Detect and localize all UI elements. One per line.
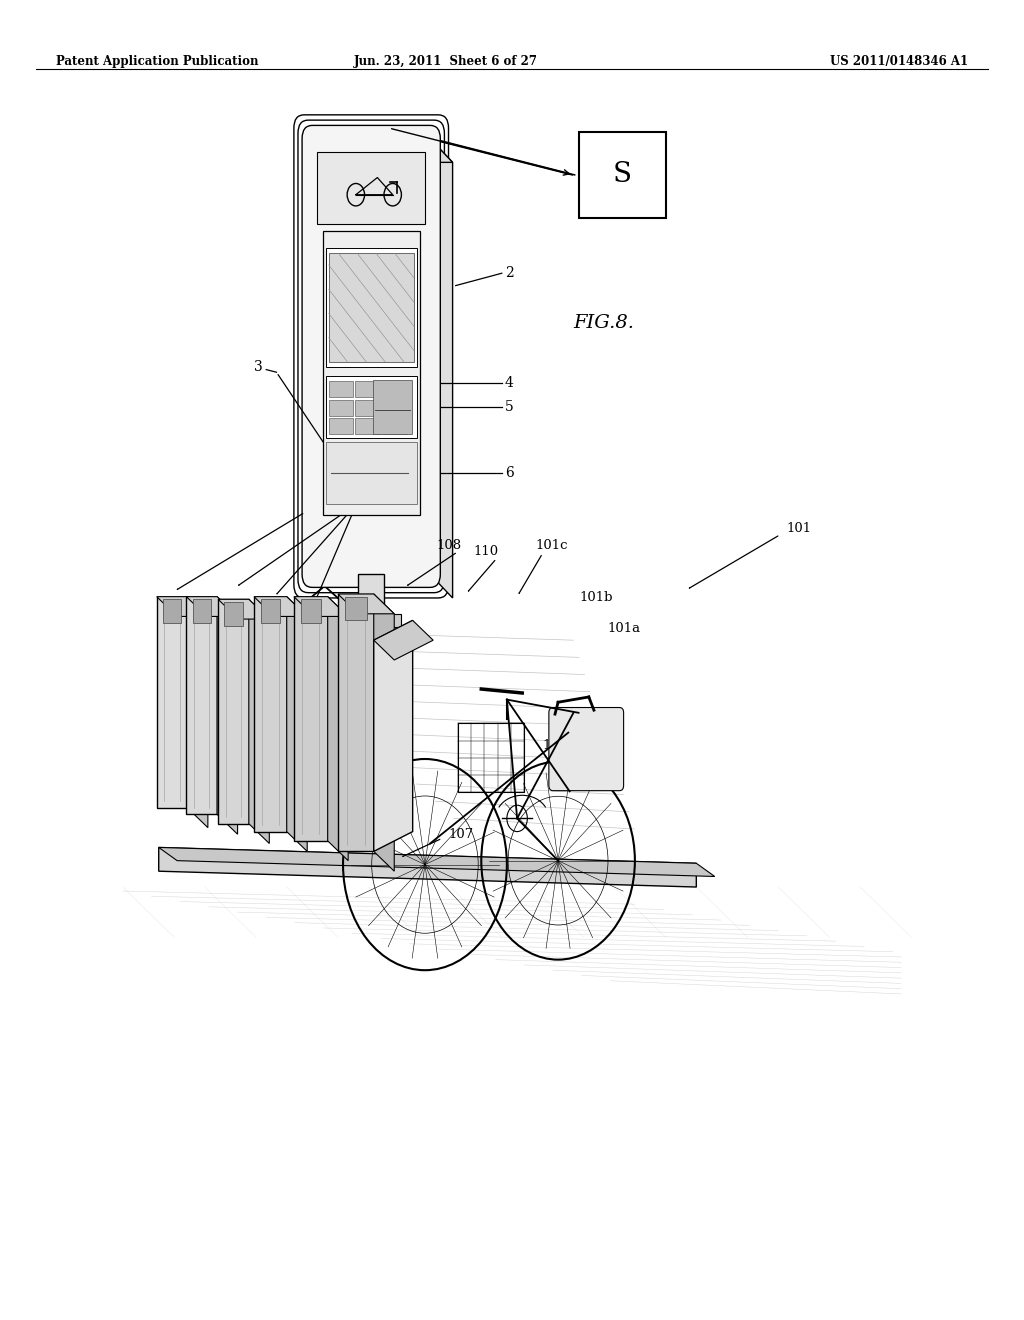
Polygon shape	[312, 139, 453, 162]
Bar	[458, 723, 524, 792]
Text: 123: 123	[227, 697, 253, 710]
Bar	[355, 418, 380, 434]
Text: 107: 107	[369, 491, 394, 504]
Polygon shape	[187, 597, 208, 828]
Polygon shape	[249, 599, 269, 843]
Bar	[301, 599, 321, 623]
Polygon shape	[254, 597, 307, 616]
FancyBboxPatch shape	[549, 708, 624, 791]
Bar	[342, 614, 400, 627]
Bar	[579, 132, 666, 218]
Bar	[329, 381, 353, 397]
Polygon shape	[430, 139, 453, 598]
Polygon shape	[217, 597, 238, 834]
Text: 125: 125	[203, 664, 228, 677]
Bar	[382, 381, 407, 397]
Polygon shape	[287, 597, 307, 851]
Bar	[218, 599, 249, 824]
Polygon shape	[338, 594, 394, 614]
Text: 108: 108	[436, 539, 462, 552]
Bar	[382, 418, 407, 434]
Polygon shape	[374, 620, 413, 851]
Bar	[157, 597, 187, 808]
Text: Jun. 23, 2011  Sheet 6 of 27: Jun. 23, 2011 Sheet 6 of 27	[353, 55, 538, 67]
Bar	[294, 597, 328, 841]
Text: 124: 124	[254, 768, 280, 781]
Bar	[323, 231, 420, 515]
Text: 101: 101	[786, 521, 812, 535]
Bar	[358, 574, 384, 614]
FancyBboxPatch shape	[302, 125, 440, 587]
Text: S: S	[612, 161, 632, 189]
Bar	[224, 602, 243, 626]
Polygon shape	[218, 599, 269, 619]
Bar	[193, 599, 211, 623]
Text: US 2011/0148346 A1: US 2011/0148346 A1	[829, 55, 968, 67]
Bar	[186, 597, 217, 814]
Polygon shape	[374, 594, 394, 871]
Bar	[345, 597, 367, 620]
Bar	[373, 380, 412, 434]
Polygon shape	[186, 597, 238, 616]
Text: 5: 5	[505, 400, 514, 414]
Text: 107: 107	[449, 828, 474, 841]
Text: 101b: 101b	[580, 591, 613, 605]
Text: FIG.8.: FIG.8.	[573, 314, 635, 333]
Text: 125: 125	[261, 722, 287, 735]
Polygon shape	[374, 620, 433, 660]
Text: 110: 110	[473, 545, 499, 558]
Text: 101a: 101a	[607, 622, 640, 635]
Text: 101d: 101d	[543, 739, 577, 752]
Bar	[326, 442, 417, 504]
Bar	[260, 599, 281, 623]
Bar	[326, 248, 417, 367]
Polygon shape	[157, 597, 208, 616]
Bar	[326, 376, 417, 438]
Text: 6: 6	[505, 466, 514, 480]
Bar	[355, 400, 380, 416]
Bar	[355, 381, 380, 397]
Bar	[254, 597, 287, 832]
Bar	[163, 599, 181, 623]
Text: 101c: 101c	[536, 539, 568, 552]
Polygon shape	[159, 847, 696, 887]
Bar	[329, 418, 353, 434]
Text: 3: 3	[254, 360, 263, 374]
Text: Patent Application Publication: Patent Application Publication	[56, 55, 259, 67]
Bar	[338, 594, 374, 851]
Bar	[382, 400, 407, 416]
Bar	[329, 253, 414, 362]
Polygon shape	[294, 597, 348, 616]
Bar	[329, 400, 353, 416]
Polygon shape	[328, 597, 348, 861]
Text: 4: 4	[505, 375, 514, 389]
Text: 2: 2	[505, 267, 514, 280]
Bar	[317, 152, 425, 224]
Polygon shape	[159, 847, 715, 876]
